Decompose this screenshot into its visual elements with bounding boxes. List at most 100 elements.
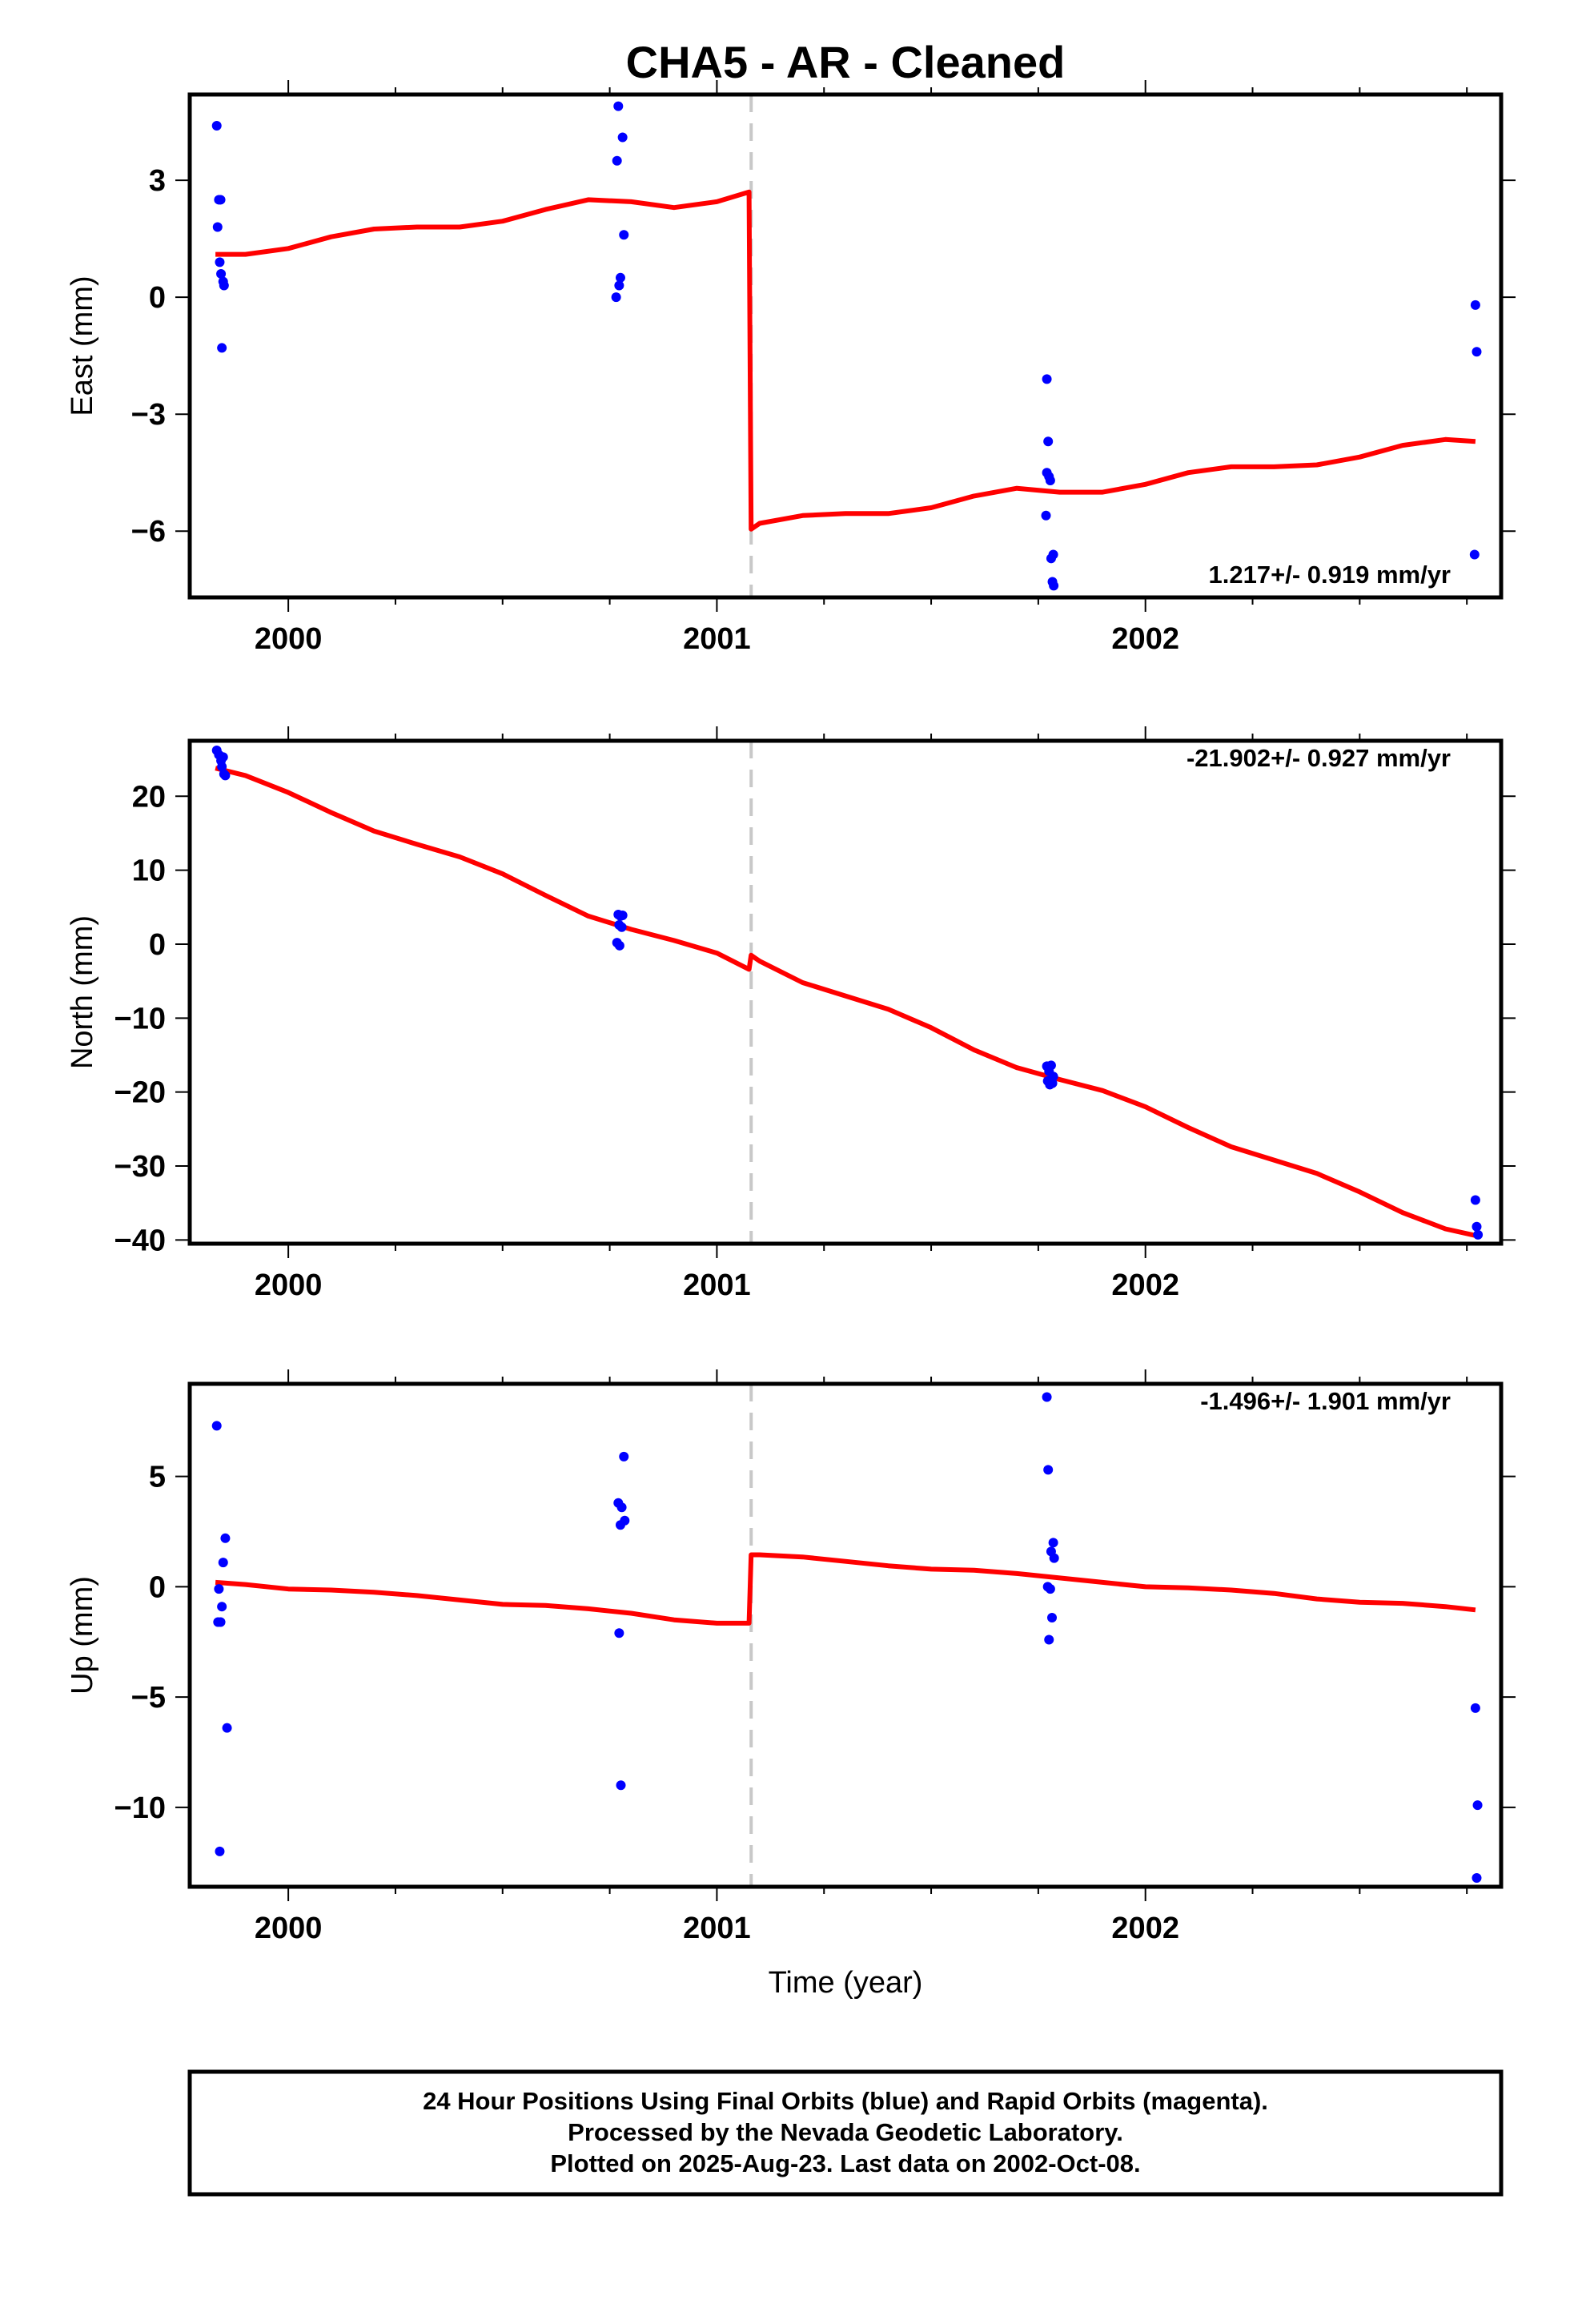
y-tick-label: 0 — [149, 281, 166, 315]
data-point — [1042, 374, 1052, 384]
x-tick-label: 2000 — [255, 1912, 323, 1945]
data-point — [215, 195, 226, 205]
footer-line-2: Processed by the Nevada Geodetic Laborat… — [568, 2118, 1123, 2146]
y-axis-label: Up (mm) — [66, 1576, 99, 1695]
y-tick-label: 0 — [149, 1570, 166, 1604]
y-tick-label: −40 — [114, 1224, 166, 1257]
data-point — [1469, 549, 1480, 560]
data-point — [1047, 1612, 1058, 1622]
data-point — [217, 762, 227, 772]
rate-annotation: -1.496+/- 1.901 mm/yr — [1200, 1387, 1451, 1415]
data-point — [1049, 1553, 1059, 1563]
data-point — [216, 268, 227, 279]
data-point — [1046, 553, 1056, 564]
plot-frame — [187, 92, 1504, 600]
y-tick-label: 10 — [132, 854, 166, 888]
model-line — [215, 766, 1476, 1238]
y-axis-label: North (mm) — [66, 915, 99, 1069]
footer-line-3: Plotted on 2025-Aug-23. Last data on 200… — [550, 2149, 1140, 2177]
data-point — [1045, 475, 1055, 485]
y-tick-label: −3 — [131, 398, 166, 432]
data-point — [215, 1846, 225, 1856]
y-tick-label: −30 — [114, 1150, 166, 1184]
y-tick-label: 0 — [149, 928, 166, 962]
y-tick-label: −10 — [114, 1791, 166, 1825]
x-tick-label: 2001 — [683, 1912, 751, 1945]
data-point — [615, 1520, 625, 1530]
data-point — [1045, 1584, 1055, 1594]
data-point — [611, 292, 621, 303]
data-point — [217, 1602, 227, 1612]
data-point — [1470, 1195, 1480, 1205]
data-point — [1472, 1872, 1482, 1883]
data-point — [619, 230, 629, 240]
figure-title: CHA5 - AR - Cleaned — [626, 37, 1066, 87]
x-tick-label: 2000 — [255, 1269, 323, 1302]
y-tick-label: −20 — [114, 1076, 166, 1110]
data-point — [211, 120, 222, 131]
data-point — [1043, 436, 1054, 447]
y-tick-label: −10 — [114, 1002, 166, 1035]
data-point — [1043, 1465, 1054, 1475]
y-tick-label: 20 — [132, 780, 166, 814]
data-point — [614, 1628, 624, 1638]
data-point — [613, 101, 624, 111]
rate-annotation: -21.902+/- 0.927 mm/yr — [1186, 744, 1451, 772]
data-point — [1047, 1078, 1058, 1088]
model-line — [215, 189, 1476, 532]
data-point — [1042, 1392, 1052, 1402]
x-axis-label: Time (year) — [769, 1966, 923, 2000]
data-point — [616, 1502, 627, 1513]
plot-frame — [187, 1381, 1504, 1889]
data-point — [619, 1451, 629, 1462]
data-point — [1046, 1060, 1056, 1071]
data-point — [1472, 1800, 1483, 1811]
data-point — [1472, 1221, 1482, 1232]
data-point — [215, 1617, 226, 1627]
y-tick-label: −5 — [131, 1681, 166, 1715]
x-tick-label: 2002 — [1111, 622, 1179, 656]
data-point — [616, 922, 627, 932]
east-panel: 2000 2001 2002 3 0 −3 −6 East (mm) 1.217+/- 0.91… — [66, 80, 1516, 656]
data-point — [615, 272, 625, 283]
data-point — [614, 940, 624, 951]
data-point — [1049, 581, 1059, 591]
x-tick-label: 2002 — [1111, 1912, 1179, 1945]
data-point — [212, 222, 223, 232]
data-point — [617, 910, 628, 920]
y-tick-label: 3 — [149, 164, 166, 198]
x-tick-label: 2001 — [683, 1269, 751, 1302]
data-point — [1472, 347, 1482, 357]
y-tick-label: −6 — [131, 515, 166, 549]
model-line — [215, 1552, 1476, 1626]
rate-annotation: 1.217+/- 0.919 mm/yr — [1209, 561, 1451, 589]
data-point — [1470, 1703, 1480, 1713]
plot-frame — [187, 738, 1504, 1246]
footer-box — [187, 2069, 1504, 2197]
y-tick-label: 5 — [149, 1461, 166, 1494]
data-point — [616, 1780, 626, 1791]
footer-line-1: 24 Hour Positions Using Final Orbits (bl… — [423, 2087, 1268, 2115]
data-point — [220, 770, 231, 781]
north-panel: 2000 2001 2002 20 10 0 −10 −20 −30 −40 North (mm) -… — [66, 726, 1516, 1302]
data-point — [1048, 1538, 1058, 1548]
data-point — [220, 1533, 231, 1543]
data-point — [211, 1421, 222, 1431]
up-panel: 2000 2001 2002 5 0 −5 −10 Up (mm) -1.496+/- 1.90… — [66, 1369, 1516, 1945]
data-point — [218, 752, 228, 762]
data-point — [219, 280, 229, 291]
data-point — [1470, 300, 1480, 310]
data-point — [217, 343, 227, 353]
x-tick-label: 2001 — [683, 622, 751, 656]
data-point — [617, 132, 628, 143]
x-tick-label: 2000 — [255, 622, 323, 656]
data-point — [222, 1723, 232, 1733]
data-point — [218, 1558, 228, 1568]
data-point — [1041, 510, 1051, 521]
data-point — [214, 1584, 224, 1594]
data-point — [612, 155, 622, 166]
y-axis-label: East (mm) — [66, 275, 99, 416]
x-tick-label: 2002 — [1111, 1269, 1179, 1302]
data-point — [614, 280, 624, 291]
